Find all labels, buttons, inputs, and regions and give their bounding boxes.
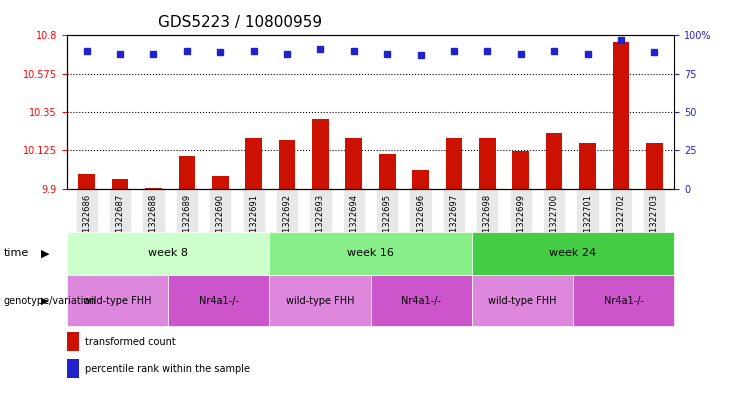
Bar <box>79 174 95 189</box>
Bar <box>412 170 429 189</box>
Text: percentile rank within the sample: percentile rank within the sample <box>85 364 250 374</box>
Bar <box>512 151 529 189</box>
Bar <box>67 359 79 378</box>
Text: ▶: ▶ <box>41 248 49 259</box>
FancyBboxPatch shape <box>67 275 168 326</box>
Bar <box>212 176 229 189</box>
Text: genotype/variation: genotype/variation <box>4 296 96 306</box>
Text: wild-type FHH: wild-type FHH <box>285 296 354 306</box>
FancyBboxPatch shape <box>472 275 573 326</box>
Text: GDS5223 / 10800959: GDS5223 / 10800959 <box>158 15 322 30</box>
Text: Nr4a1-/-: Nr4a1-/- <box>401 296 441 306</box>
Text: ▶: ▶ <box>41 296 48 306</box>
Text: transformed count: transformed count <box>85 336 176 347</box>
Text: week 16: week 16 <box>347 248 394 259</box>
Text: wild-type FHH: wild-type FHH <box>488 296 556 306</box>
Bar <box>445 138 462 189</box>
Text: wild-type FHH: wild-type FHH <box>83 296 152 306</box>
Bar <box>179 156 195 189</box>
FancyBboxPatch shape <box>370 275 472 326</box>
Bar <box>112 179 128 189</box>
FancyBboxPatch shape <box>472 232 674 275</box>
Bar <box>312 119 329 189</box>
FancyBboxPatch shape <box>573 275 674 326</box>
Bar <box>67 332 79 351</box>
FancyBboxPatch shape <box>269 232 472 275</box>
Bar <box>279 140 296 189</box>
Text: Nr4a1-/-: Nr4a1-/- <box>604 296 644 306</box>
FancyBboxPatch shape <box>269 275 370 326</box>
Bar <box>613 42 629 189</box>
Text: week 8: week 8 <box>148 248 188 259</box>
Bar <box>546 133 562 189</box>
Bar <box>245 138 262 189</box>
Bar <box>345 138 362 189</box>
Bar <box>579 143 596 189</box>
Bar <box>646 143 662 189</box>
Bar <box>379 154 396 189</box>
Text: week 24: week 24 <box>550 248 597 259</box>
FancyBboxPatch shape <box>168 275 269 326</box>
Bar <box>479 138 496 189</box>
Text: Nr4a1-/-: Nr4a1-/- <box>199 296 239 306</box>
FancyBboxPatch shape <box>67 232 269 275</box>
Text: time: time <box>4 248 29 259</box>
